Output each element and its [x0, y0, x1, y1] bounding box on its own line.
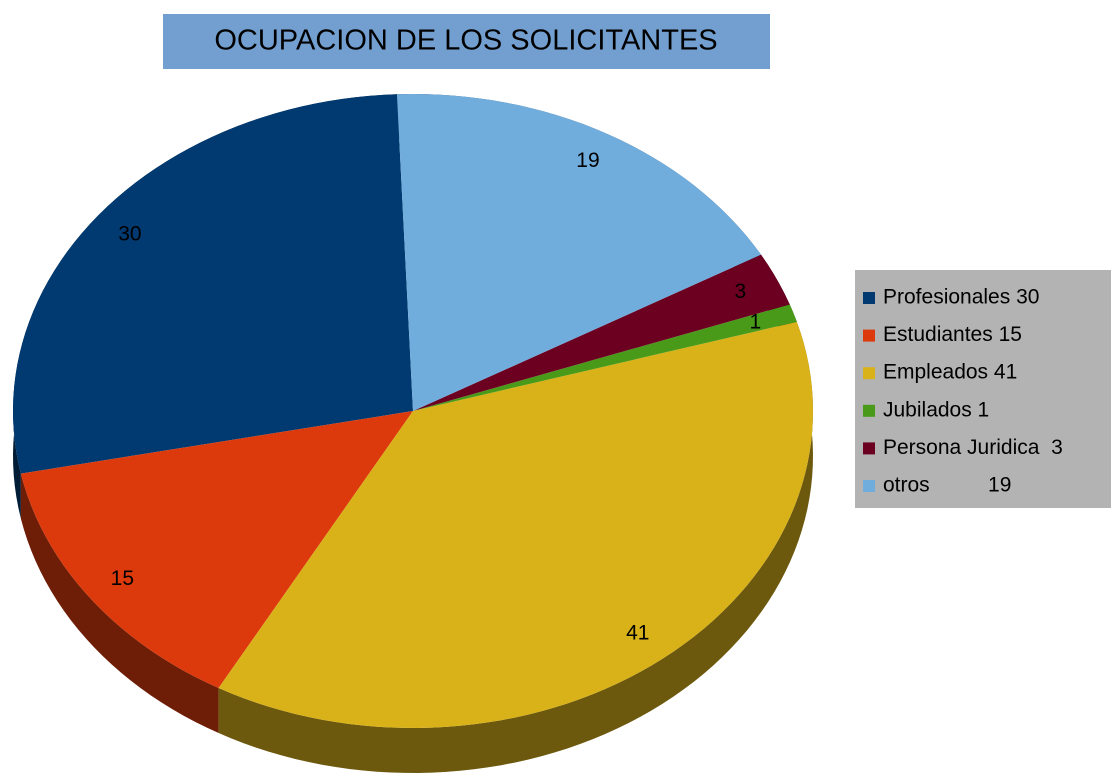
legend-label: Jubilados 1 [883, 398, 989, 421]
slice [413, 304, 797, 411]
legend-swatch [863, 367, 875, 380]
legend-label: Profesionales 30 [883, 286, 1039, 309]
data-label: 41 [626, 621, 649, 644]
legend-swatch [863, 292, 875, 304]
data-label: 15 [111, 567, 134, 590]
chart-title: OCUPACION DE LOS SOLICITANTES [214, 25, 717, 57]
slice-side [20, 473, 219, 734]
slice [20, 411, 414, 689]
data-label: 1 [750, 310, 762, 333]
legend-box [855, 270, 1111, 508]
slice [13, 94, 413, 474]
slice-side [218, 321, 813, 773]
legend-label: Estudiantes 15 [883, 323, 1022, 346]
legend-label: Empleados 41 [883, 361, 1017, 384]
slice [218, 321, 813, 728]
legend-swatch [863, 404, 875, 417]
legend-label: Persona Juridica 3 [883, 436, 1063, 459]
legend-swatch [863, 442, 875, 455]
legend-swatch [863, 329, 875, 342]
data-label: 30 [118, 222, 141, 245]
legend-swatch [863, 480, 875, 492]
data-label: 19 [576, 149, 599, 172]
slice [413, 254, 790, 411]
title-box [163, 14, 770, 69]
legend-label: otros 19 [883, 474, 1011, 497]
data-label: 3 [734, 280, 746, 303]
slice [396, 94, 761, 411]
